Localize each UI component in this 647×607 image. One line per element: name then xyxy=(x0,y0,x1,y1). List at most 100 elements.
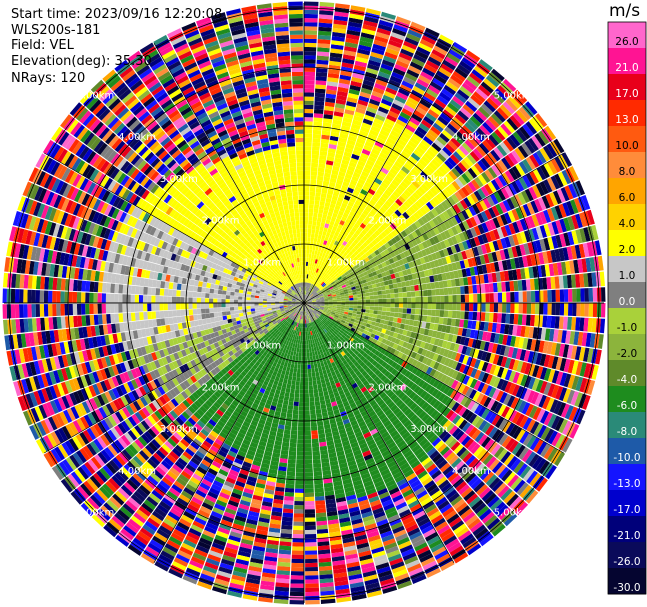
radar-gate xyxy=(357,294,362,298)
radar-gate xyxy=(358,192,366,199)
radar-gate xyxy=(362,185,370,192)
radar-gate xyxy=(431,296,437,303)
radar-gate xyxy=(313,291,317,296)
radar-gate xyxy=(362,209,370,216)
radar-gate xyxy=(402,257,408,265)
radar-gate xyxy=(332,304,337,307)
radar-gate xyxy=(431,158,441,169)
radar-gate xyxy=(335,218,341,224)
radar-gate xyxy=(392,28,407,37)
radar-gate xyxy=(477,174,488,186)
radar-gate xyxy=(444,198,453,208)
radar-gate xyxy=(377,240,384,247)
radar-gate xyxy=(364,114,375,122)
radar-gate xyxy=(382,178,391,186)
radar-gate xyxy=(398,308,403,313)
radar-gate xyxy=(504,212,512,224)
radar-gate xyxy=(386,298,391,303)
radar-gate xyxy=(326,85,338,91)
radar-gate xyxy=(320,287,324,291)
radar-gate xyxy=(348,250,354,257)
radar-gate xyxy=(436,242,443,251)
radar-gate xyxy=(304,435,312,440)
radar-gate xyxy=(309,294,314,298)
radar-gate xyxy=(321,276,325,281)
radar-gate xyxy=(297,443,304,448)
radar-gate xyxy=(313,113,324,119)
radar-gate xyxy=(447,140,459,151)
radar-gate xyxy=(429,199,438,208)
radar-gate xyxy=(437,115,449,126)
radar-gate xyxy=(351,226,358,233)
radar-gate xyxy=(304,42,317,48)
radar-gate xyxy=(440,303,445,310)
radar-gate xyxy=(347,214,354,221)
radar-gate xyxy=(489,293,494,303)
radar-gate xyxy=(425,230,433,239)
radar-gate xyxy=(458,232,466,242)
radar-gate xyxy=(377,227,384,234)
radar-gate xyxy=(304,80,315,85)
radar-gate xyxy=(338,193,345,199)
radar-gate xyxy=(283,400,289,405)
radar-gate xyxy=(418,243,425,251)
radar-gate xyxy=(291,426,298,431)
radar-gate xyxy=(331,123,341,130)
radar-gate xyxy=(390,307,395,313)
radar-gate xyxy=(331,269,336,274)
radar-gate xyxy=(447,237,455,247)
radar-gate xyxy=(304,360,308,365)
radar-gate xyxy=(387,43,401,52)
radar-gate xyxy=(313,204,320,210)
radar-gate xyxy=(321,235,326,241)
radar-gate xyxy=(347,256,353,262)
radar-gate xyxy=(304,352,307,357)
radar-gate xyxy=(394,242,401,249)
radar-gate xyxy=(336,95,347,101)
radar-gate xyxy=(308,389,314,394)
radar-gate xyxy=(369,129,379,137)
radar-gate xyxy=(364,312,370,317)
radar-gate xyxy=(312,450,320,456)
radar-gate xyxy=(413,109,425,119)
radar-gate xyxy=(342,246,348,252)
radar-gate xyxy=(326,264,331,270)
radar-gate xyxy=(304,129,313,134)
radar-gate xyxy=(444,126,456,137)
radar-gate xyxy=(457,162,468,173)
radar-gate xyxy=(384,235,391,242)
radar-gate xyxy=(304,286,306,291)
radar-gate xyxy=(305,278,307,283)
radar-gate xyxy=(304,426,311,431)
radar-gate xyxy=(322,122,332,128)
radar-gate xyxy=(313,467,322,473)
radar-gate xyxy=(327,77,339,83)
radar-gate xyxy=(414,200,423,209)
radar-gate xyxy=(307,299,312,302)
radar-gate xyxy=(412,133,423,143)
radar-gate xyxy=(525,121,538,135)
radar-gate xyxy=(454,234,462,244)
radar-gate xyxy=(419,206,428,216)
radar-gate xyxy=(461,173,471,184)
radar-gate xyxy=(330,289,335,293)
radar-gate xyxy=(377,247,384,254)
radar-gate xyxy=(359,273,365,278)
radar-gate xyxy=(459,107,472,119)
radar-gate xyxy=(447,157,457,167)
radar-gate xyxy=(390,244,397,251)
radar-gate xyxy=(494,162,505,174)
radar-gate xyxy=(407,140,418,149)
radar-gate xyxy=(284,425,291,431)
radar-gate xyxy=(348,161,357,168)
radar-gate xyxy=(311,250,315,255)
radar-gate xyxy=(382,303,387,307)
radar-gate xyxy=(305,600,320,605)
radar-gate xyxy=(384,159,394,168)
radar-gate xyxy=(315,268,319,273)
radar-gate xyxy=(488,207,497,219)
radar-gate xyxy=(304,381,309,386)
radar-gate xyxy=(501,281,506,292)
radar-gate xyxy=(477,188,486,199)
radar-gate xyxy=(486,152,498,164)
